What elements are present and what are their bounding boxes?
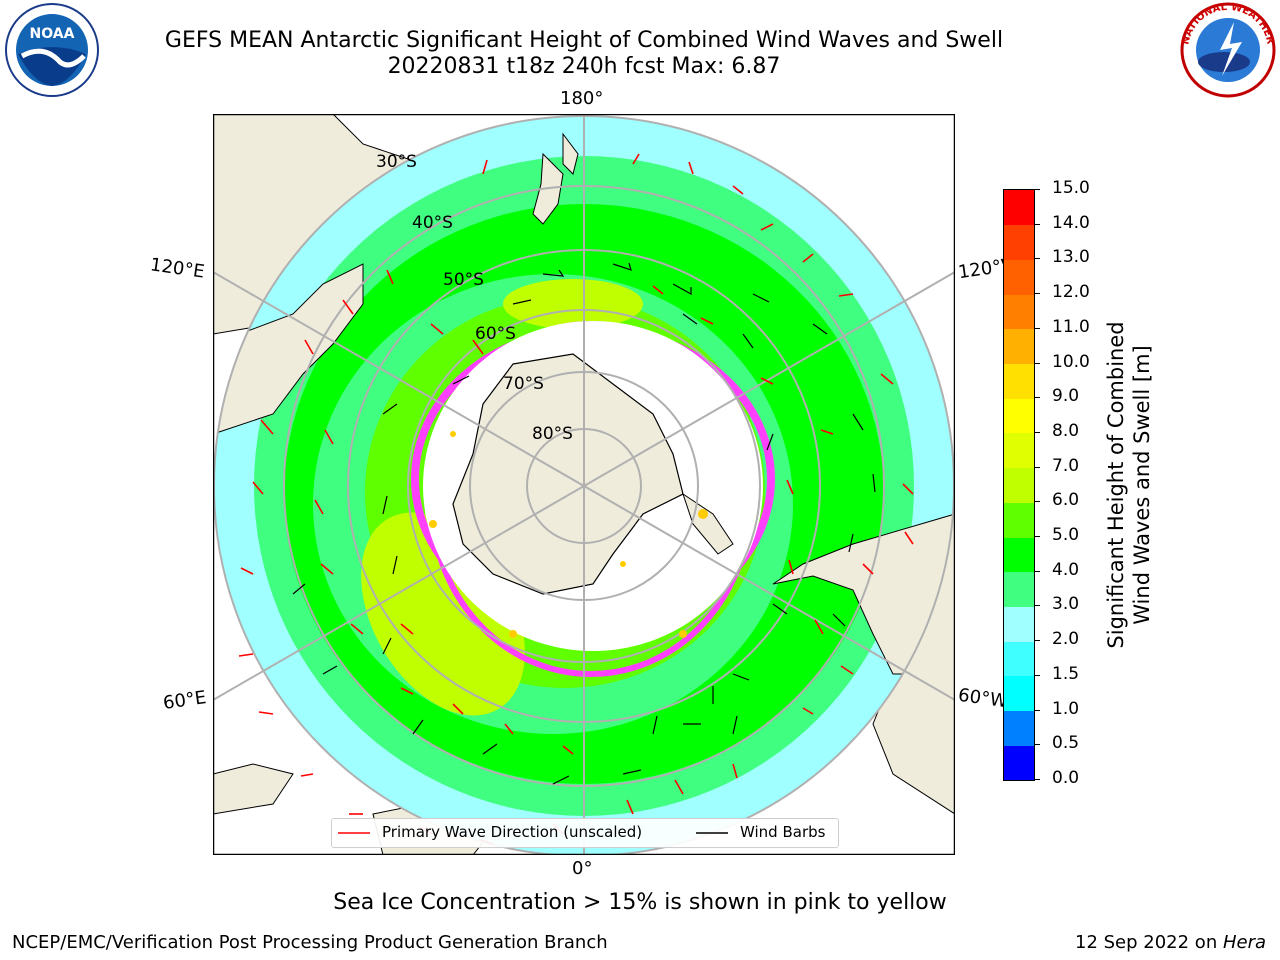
colorbar-tick-mark <box>1034 640 1040 642</box>
noaa-logo: NOAA <box>5 3 99 97</box>
colorbar-segment <box>1004 606 1034 642</box>
colorbar-tick-label: 10.0 <box>1052 351 1090 372</box>
colorbar-label-line1: Significant Height of Combined <box>1104 321 1128 649</box>
lon-label-180: 180° <box>560 88 604 109</box>
colorbar-tick-label: 8.0 <box>1052 420 1080 441</box>
colorbar-tick-mark <box>1034 501 1040 503</box>
colorbar-tick-label: 12.0 <box>1052 282 1090 303</box>
colorbar-tick-label: 6.0 <box>1052 490 1080 511</box>
colorbar-tick-label: 0.0 <box>1052 768 1080 788</box>
chart-title: GEFS MEAN Antarctic Significant Height o… <box>164 28 1004 53</box>
footer-date-text: 12 Sep 2022 on <box>1075 932 1223 953</box>
colorbar-segment <box>1004 259 1034 295</box>
lat-label-80s: 80°S <box>532 424 573 444</box>
lat-label-30s: 30°S <box>376 152 417 172</box>
footer-host: Hera <box>1222 932 1266 953</box>
footer-date: 12 Sep 2022 on Hera <box>1075 932 1266 953</box>
colorbar-tick-label: 13.0 <box>1052 247 1090 268</box>
colorbar-segment <box>1004 502 1034 538</box>
colorbar-label-line2: Wind Waves and Swell [m] <box>1130 345 1154 625</box>
colorbar-segment <box>1004 328 1034 365</box>
colorbar-tick-mark <box>1034 258 1040 260</box>
colorbar-tick-label: 2.0 <box>1052 629 1080 650</box>
lat-label-40s: 40°S <box>412 213 453 233</box>
barb-legend-line <box>696 832 728 834</box>
wave-legend-line <box>338 832 370 834</box>
colorbar-segment <box>1004 641 1034 677</box>
colorbar-segment <box>1004 294 1034 330</box>
colorbar-tick-label: 7.0 <box>1052 455 1080 476</box>
lat-label-50s: 50°S <box>443 270 484 290</box>
sea-ice-specks <box>429 431 708 638</box>
colorbar-tick-label: 14.0 <box>1052 212 1090 233</box>
legend-wind-barbs: Wind Barbs <box>740 823 826 841</box>
colorbar-segment <box>1004 224 1034 260</box>
africa-land <box>213 763 294 815</box>
colorbar-tick-label: 11.0 <box>1052 316 1090 337</box>
colorbar-segment <box>1004 571 1034 607</box>
lon-label-0: 0° <box>572 858 593 879</box>
colorbar-segment <box>1004 363 1034 399</box>
colorbar-tick-mark <box>1034 466 1040 468</box>
colorbar-tick-mark <box>1034 744 1040 746</box>
colorbar-tick-label: 3.0 <box>1052 594 1080 615</box>
nws-logo: NATIONAL WEATHER SERVICE <box>1176 0 1276 98</box>
colorbar-tick-mark <box>1034 223 1040 225</box>
colorbar-segment <box>1004 432 1034 469</box>
legend-primary-wave: Primary Wave Direction (unscaled) <box>382 823 643 841</box>
colorbar-label: Significant Height of Combined Wind Wave… <box>1103 321 1155 648</box>
colorbar-tick-mark <box>1034 709 1040 711</box>
colorbar-tick-mark <box>1034 605 1040 607</box>
colorbar-tick-label: 1.0 <box>1052 698 1080 719</box>
colorbar-tick-mark <box>1034 327 1040 329</box>
svg-text:NOAA: NOAA <box>30 26 75 42</box>
lon-label-60e: 60°E <box>161 687 208 714</box>
sea-ice-note: Sea Ice Concentration > 15% is shown in … <box>333 890 947 915</box>
colorbar-segment <box>1004 710 1034 746</box>
colorbar-segment <box>1004 467 1034 503</box>
footer-branch: NCEP/EMC/Verification Post Processing Pr… <box>12 932 608 953</box>
lat-label-70s: 70°S <box>503 374 544 394</box>
colorbar-segment <box>1004 745 1034 781</box>
colorbar-tick-label: 4.0 <box>1052 559 1080 580</box>
colorbar-tick-label: 15.0 <box>1052 178 1090 198</box>
colorbar-segment <box>1004 675 1034 712</box>
wind-barbs <box>292 262 876 785</box>
colorbar-segment <box>1004 398 1034 434</box>
colorbar-tick-mark <box>1034 189 1040 190</box>
colorbar <box>1003 189 1035 781</box>
colorbar-segment <box>1004 537 1034 573</box>
colorbar-tick-label: 9.0 <box>1052 386 1080 407</box>
colorbar-tick-mark <box>1034 362 1040 364</box>
lon-label-120e: 120°E <box>148 254 206 283</box>
antarctica-land <box>452 353 684 595</box>
colorbar-tick-label: 1.5 <box>1052 663 1080 684</box>
colorbar-segment <box>1004 190 1034 226</box>
chart-subtitle: 20220831 t18z 240h fcst Max: 6.87 <box>387 54 781 79</box>
colorbar-tick-mark <box>1034 431 1040 433</box>
colorbar-tick-mark <box>1034 397 1040 399</box>
map-legend: Primary Wave Direction (unscaled) Wind B… <box>331 818 839 848</box>
colorbar-tick-mark <box>1034 293 1040 295</box>
colorbar-tick-mark <box>1034 536 1040 538</box>
colorbar-tick-label: 5.0 <box>1052 525 1080 546</box>
colorbar-tick-mark <box>1034 570 1040 572</box>
colorbar-tick-mark <box>1034 674 1040 676</box>
lon-label-60w: 60°W <box>956 684 1009 713</box>
lat-label-60s: 60°S <box>475 324 516 344</box>
polar-map <box>213 114 955 855</box>
colorbar-tick-mark <box>1034 779 1040 780</box>
colorbar-tick-label: 0.5 <box>1052 733 1080 754</box>
